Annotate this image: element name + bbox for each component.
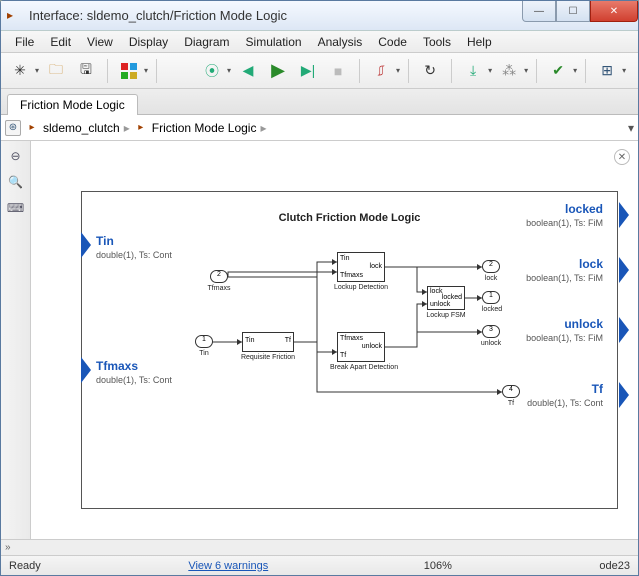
outport-block-3[interactable]: 3 <box>482 325 500 338</box>
window-buttons: — ☐ ✕ <box>522 1 638 22</box>
window-title: Interface: sldemo_clutch/Friction Mode L… <box>29 8 522 23</box>
outport-block-2[interactable]: 2 <box>482 260 500 273</box>
block-lockup-detection[interactable]: Tin Tfmaxs lock <box>337 252 385 282</box>
outport-lock-label: lock <box>579 257 603 271</box>
update-button[interactable]: ↻ <box>417 58 443 84</box>
inport-tfmaxs-arrow <box>81 357 91 383</box>
block-break-apart-detection-label: Break Apart Detection <box>330 364 392 372</box>
menu-display[interactable]: Display <box>121 33 176 51</box>
library-button[interactable] <box>116 58 142 84</box>
outport-block-4[interactable]: 4 <box>502 385 520 398</box>
menu-help[interactable]: Help <box>459 33 500 51</box>
inport-tfmaxs-type: double(1), Ts: Cont <box>96 375 172 385</box>
run-button[interactable]: ▶ <box>265 58 291 84</box>
build-button[interactable]: ⤓ <box>460 58 486 84</box>
titlebar[interactable]: ▸ Interface: sldemo_clutch/Friction Mode… <box>1 1 638 31</box>
status-solver[interactable]: ode23 <box>599 560 630 572</box>
inport-tin-arrow <box>81 232 91 258</box>
inport-block-2-label: Tfmaxs <box>200 285 238 292</box>
chevron-right-icon: ▸ <box>260 121 266 135</box>
scope-button[interactable]: ⎎ <box>368 58 394 84</box>
outport-tf-label: Tf <box>592 382 603 396</box>
menu-diagram[interactable]: Diagram <box>176 33 237 51</box>
status-warnings-link[interactable]: View 6 warnings <box>188 560 268 572</box>
open-button[interactable]: 🗀 <box>43 58 69 84</box>
menu-code[interactable]: Code <box>370 33 415 51</box>
inport-block-1[interactable]: 1 <box>195 335 213 348</box>
status-ready: Ready <box>9 560 41 572</box>
outport-tf-arrow <box>619 382 629 408</box>
status-zoom[interactable]: 106% <box>424 560 452 572</box>
step-back-config-button[interactable]: ⦿ <box>199 58 225 84</box>
advisor-button[interactable]: ✔ <box>545 58 571 84</box>
step-back-button[interactable]: ◀ <box>235 58 261 84</box>
breadcrumb-dropdown[interactable]: ▾ <box>628 121 634 135</box>
app-icon: ▸ <box>7 8 23 24</box>
menubar: File Edit View Display Diagram Simulatio… <box>1 31 638 53</box>
outport-unlock-type: boolean(1), Ts: FiM <box>526 333 603 343</box>
toolbar: ✳▾ 🗀 🖫 ▾ ⦿▾ ◀ ▶ ▶| ■ ⎎▾ ↻ ⤓▾ ⁂▾ ✔▾ ⊞▾ <box>1 53 638 89</box>
inport-tfmaxs-label: Tfmaxs <box>96 359 138 373</box>
outport-block-3-label: unlock <box>478 340 504 347</box>
block-requisite-friction-label: Requisite Friction <box>232 354 304 361</box>
app-window: ▸ Interface: sldemo_clutch/Friction Mode… <box>0 0 639 576</box>
nav-up-button[interactable]: ⊛ <box>5 120 21 136</box>
model-icon: ▸ <box>25 121 39 135</box>
inport-block-1-label: Tin <box>195 350 213 357</box>
block-requisite-friction[interactable]: Tin Tf <box>242 332 294 352</box>
close-canvas-button[interactable]: ✕ <box>614 149 630 165</box>
subsystem-icon: ▸ <box>134 121 148 135</box>
outport-locked-arrow <box>619 202 629 228</box>
side-palette: ⊖ 🔍 ⌨ <box>1 141 31 539</box>
inport-block-2[interactable]: 2 <box>210 270 228 283</box>
outport-lock-arrow <box>619 257 629 283</box>
inport-tin-type: double(1), Ts: Cont <box>96 250 172 260</box>
menu-tools[interactable]: Tools <box>415 33 459 51</box>
hide-palette-button[interactable]: ⊖ <box>10 149 20 163</box>
tab-friction-mode-logic[interactable]: Friction Mode Logic <box>7 94 138 115</box>
outport-block-4-label: Tf <box>502 400 520 407</box>
deploy-button[interactable]: ⁂ <box>496 58 522 84</box>
maximize-button[interactable]: ☐ <box>556 1 590 22</box>
menu-simulation[interactable]: Simulation <box>238 33 310 51</box>
annotation-button[interactable]: ⌨ <box>7 201 24 215</box>
outport-tf-type: double(1), Ts: Cont <box>527 398 603 408</box>
step-forward-button[interactable]: ▶| <box>295 58 321 84</box>
minimize-button[interactable]: — <box>522 1 556 22</box>
block-lockup-fsm-label: Lockup FSM <box>420 312 472 319</box>
inport-tin-label: Tin <box>96 234 114 248</box>
statusbar: Ready View 6 warnings 106% ode23 <box>1 555 638 575</box>
find-button[interactable]: ⊞ <box>594 58 620 84</box>
stop-button[interactable]: ■ <box>325 58 351 84</box>
outport-locked-type: boolean(1), Ts: FiM <box>526 218 603 228</box>
outport-unlock-arrow <box>619 317 629 343</box>
breadcrumb-model[interactable]: sldemo_clutch <box>43 121 120 135</box>
outport-block-2-label: lock <box>482 275 500 282</box>
save-button[interactable]: 🖫 <box>73 58 99 84</box>
menu-analysis[interactable]: Analysis <box>310 33 371 51</box>
outport-lock-type: boolean(1), Ts: FiM <box>526 273 603 283</box>
scroll-hint[interactable]: » <box>1 539 638 555</box>
block-break-apart-detection[interactable]: Tfmaxs Tf unlock <box>337 332 385 362</box>
chevron-right-icon: ▸ <box>124 121 130 135</box>
outport-block-1[interactable]: 1 <box>482 291 500 304</box>
block-lockup-fsm[interactable]: lock unlock locked <box>427 286 465 310</box>
menu-edit[interactable]: Edit <box>42 33 79 51</box>
breadcrumb-sub[interactable]: Friction Mode Logic <box>152 121 257 135</box>
new-button[interactable]: ✳ <box>7 58 33 84</box>
canvas[interactable]: ✕ Clutch Friction Mode Logic Tin double(… <box>31 141 638 539</box>
breadcrumb: ⊛ ▸ sldemo_clutch ▸ ▸ Friction Mode Logi… <box>1 115 638 141</box>
block-lockup-detection-label: Lockup Detection <box>330 284 392 292</box>
outport-locked-label: locked <box>565 202 603 216</box>
menu-view[interactable]: View <box>79 33 121 51</box>
content: ⊖ 🔍 ⌨ ✕ Clutch Friction Mode Logic Tin d… <box>1 141 638 539</box>
close-button[interactable]: ✕ <box>590 1 638 22</box>
diagram-frame: Clutch Friction Mode Logic Tin double(1)… <box>81 191 618 509</box>
outport-unlock-label: unlock <box>564 317 603 331</box>
menu-file[interactable]: File <box>7 33 42 51</box>
zoom-fit-button[interactable]: 🔍 <box>8 175 23 189</box>
tabstrip: Friction Mode Logic <box>1 89 638 115</box>
outport-block-1-label: locked <box>480 306 504 313</box>
